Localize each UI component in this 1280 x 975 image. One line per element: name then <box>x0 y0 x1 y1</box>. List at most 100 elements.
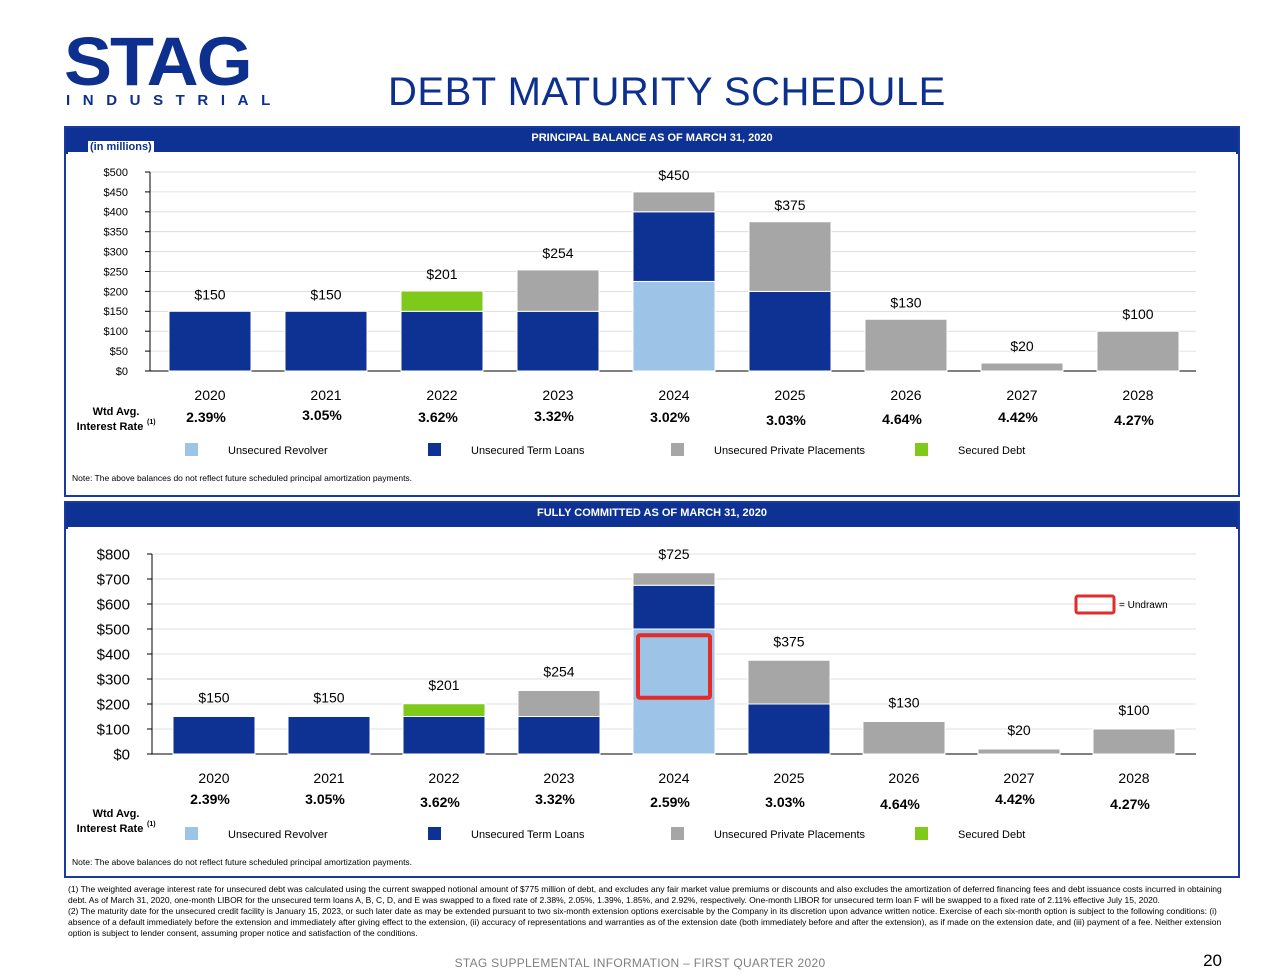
bar-segment <box>977 748 1061 755</box>
rate-row-label: Wtd Avg. <box>93 808 140 820</box>
data-label: $150 <box>198 690 229 706</box>
x-tick-label: 2025 <box>774 387 805 403</box>
legend-label: Unsecured Revolver <box>228 829 328 841</box>
y-tick-label: $200 <box>104 286 128 298</box>
legend-swatch <box>915 827 928 840</box>
y-tick-label: $300 <box>97 671 130 688</box>
bar-segment <box>632 572 716 586</box>
bar-segment <box>287 716 371 755</box>
y-tick-label: $400 <box>97 646 130 663</box>
legend-swatch <box>671 443 684 456</box>
rate-row-label: Wtd Avg. <box>93 406 140 418</box>
bar-segment <box>400 310 484 372</box>
x-tick-label: 2020 <box>198 770 229 786</box>
y-tick-label: $500 <box>104 167 128 179</box>
bar-segment <box>284 310 368 372</box>
y-tick-label: $400 <box>104 207 128 219</box>
data-label: $254 <box>543 664 574 680</box>
panel-header: FULLY COMMITTED AS OF MARCH 31, 2020 <box>536 507 768 519</box>
rate-label: 4.42% <box>995 791 1035 807</box>
rate-label: 4.42% <box>998 409 1038 425</box>
data-label: $20 <box>1010 338 1034 354</box>
rate-label: 3.05% <box>305 791 345 807</box>
data-label: $254 <box>542 245 573 261</box>
rate-label: 4.27% <box>1110 796 1150 812</box>
x-tick-label: 2020 <box>194 387 225 403</box>
undrawn-legend-label: = Undrawn <box>1119 600 1168 611</box>
x-tick-label: 2024 <box>658 770 689 786</box>
y-tick-label: $250 <box>104 266 128 278</box>
bar-segment <box>632 191 716 213</box>
y-tick-label: $200 <box>97 696 130 713</box>
rate-label: 4.64% <box>880 796 920 812</box>
x-tick-label: 2022 <box>426 387 457 403</box>
bar-segment <box>864 318 948 372</box>
footnote-1: (1) The weighted average interest rate f… <box>68 884 1222 905</box>
bar-segment <box>632 584 716 630</box>
data-label: $201 <box>428 677 459 693</box>
rate-label: 4.64% <box>882 411 922 427</box>
panel-header: PRINCIPAL BALANCE AS OF MARCH 31, 2020 <box>531 132 773 144</box>
bar-segment <box>632 211 716 282</box>
y-tick-label: $50 <box>110 346 128 358</box>
bar-segment <box>402 703 486 717</box>
logo-subtitle: INDUSTRIAL <box>66 92 283 109</box>
y-tick-label: $500 <box>97 621 130 638</box>
x-tick-label: 2023 <box>542 387 573 403</box>
rate-row-label: Interest Rate <box>77 421 144 433</box>
rate-footnote-ref: (1) <box>147 821 156 828</box>
bar-segment <box>400 290 484 312</box>
rate-label: 3.03% <box>766 412 806 428</box>
data-label: $150 <box>310 286 341 302</box>
x-tick-label: 2022 <box>428 770 459 786</box>
bar-segment <box>1096 330 1180 372</box>
legend-label: Unsecured Term Loans <box>471 445 585 457</box>
legend-label: Unsecured Private Placements <box>714 829 866 841</box>
legend-label: Unsecured Revolver <box>228 445 328 457</box>
bar-segment <box>980 362 1064 372</box>
x-tick-label: 2024 <box>658 387 689 403</box>
rate-label: 2.39% <box>190 791 230 807</box>
x-tick-label: 2028 <box>1118 770 1149 786</box>
y-tick-label: $100 <box>104 326 128 338</box>
panel-header-bar <box>66 128 1238 154</box>
rate-row-label: Interest Rate <box>77 823 144 835</box>
rate-label: 3.62% <box>418 409 458 425</box>
top-note: Note: The above balances do not reflect … <box>72 473 413 483</box>
legend-label: Unsecured Private Placements <box>714 445 866 457</box>
legend-swatch <box>185 827 198 840</box>
x-tick-label: 2026 <box>890 387 921 403</box>
x-tick-label: 2027 <box>1003 770 1034 786</box>
rate-label: 2.39% <box>186 409 226 425</box>
bar-segment <box>632 628 716 755</box>
legend-swatch <box>185 443 198 456</box>
y-tick-label: $800 <box>97 546 130 563</box>
logo-wordmark: STAG <box>64 24 253 101</box>
x-tick-label: 2025 <box>773 770 804 786</box>
bar-segment <box>402 716 486 755</box>
x-tick-label: 2027 <box>1006 387 1037 403</box>
y-tick-label: $0 <box>116 366 128 378</box>
bar-segment <box>516 269 600 312</box>
data-label: $150 <box>313 690 344 706</box>
rate-label: 3.62% <box>420 794 460 810</box>
y-tick-label: $600 <box>97 596 130 613</box>
undrawn-marker <box>636 633 712 700</box>
unit-label: (in millions) <box>88 141 154 153</box>
data-label: $201 <box>426 266 457 282</box>
rate-label: 4.27% <box>1114 412 1154 428</box>
bar-segment <box>632 280 716 372</box>
bar-segment <box>517 716 601 755</box>
x-tick-label: 2023 <box>543 770 574 786</box>
bar-segment <box>747 703 831 755</box>
rate-label: 2.59% <box>650 794 690 810</box>
bar-segment <box>747 659 831 705</box>
bar-segment <box>1092 728 1176 755</box>
x-tick-label: 2026 <box>888 770 919 786</box>
data-label: $100 <box>1118 702 1149 718</box>
bar-segment <box>516 310 600 372</box>
data-label: $375 <box>774 197 805 213</box>
data-label: $725 <box>658 546 689 562</box>
